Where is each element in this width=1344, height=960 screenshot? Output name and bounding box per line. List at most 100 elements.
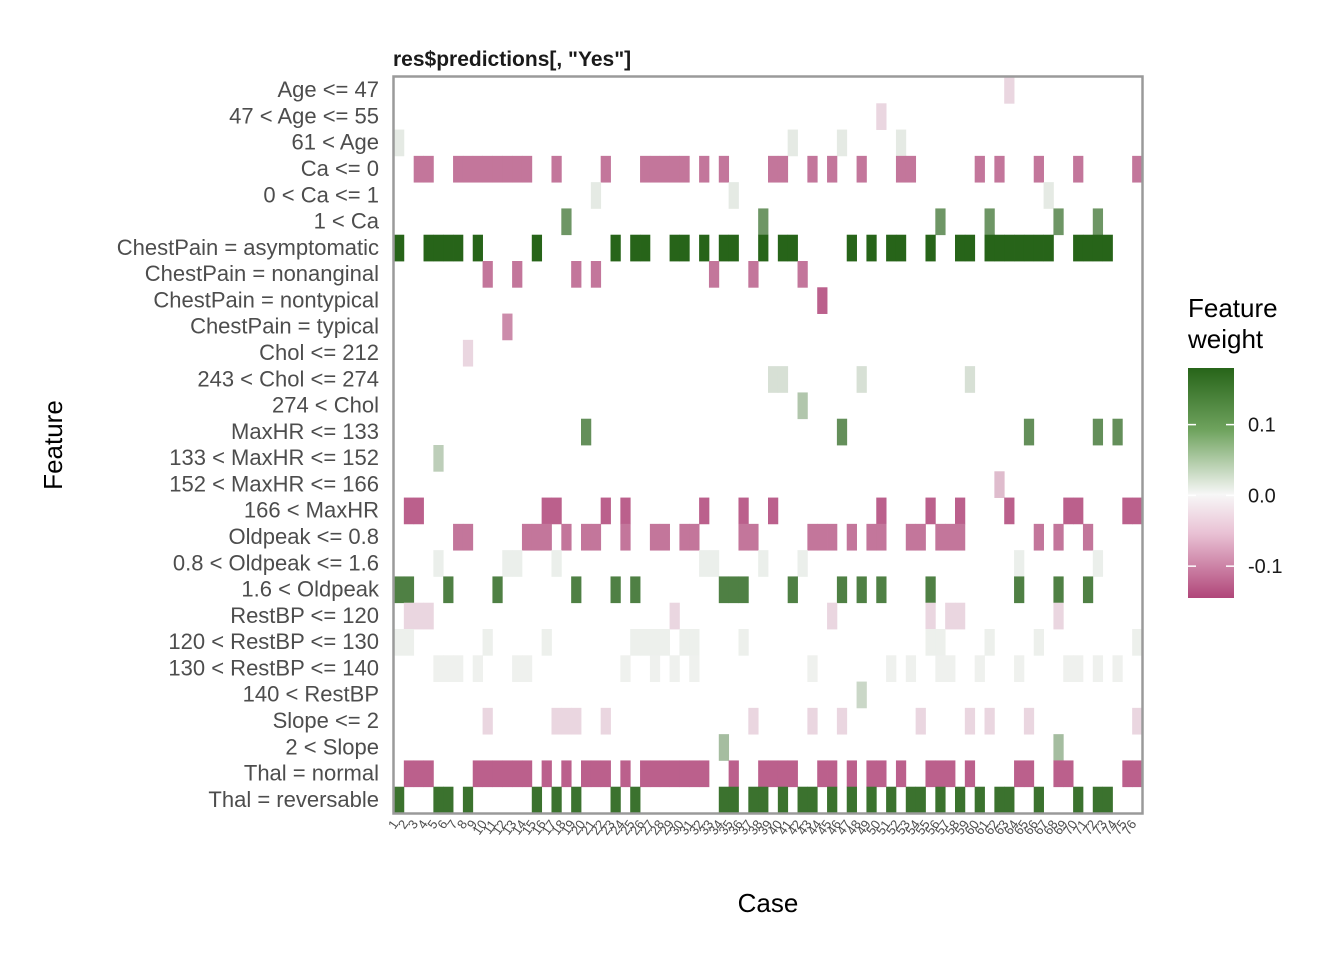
chart-title: res$predictions[, "Yes"] bbox=[393, 48, 631, 71]
heatmap-cell bbox=[433, 550, 444, 577]
heatmap-cell bbox=[1063, 760, 1074, 788]
heatmap-cell bbox=[403, 760, 415, 788]
heatmap-cell bbox=[1004, 497, 1015, 525]
heatmap-cell bbox=[630, 629, 641, 656]
x-tick-label: 74 bbox=[1099, 817, 1120, 837]
heatmap-cell bbox=[905, 155, 917, 183]
heatmap-cell bbox=[433, 655, 444, 682]
heatmap-cell bbox=[679, 234, 690, 262]
heatmap-cell bbox=[1063, 497, 1074, 525]
heatmap-cell bbox=[768, 497, 779, 525]
heatmap-cell bbox=[649, 629, 661, 656]
heatmap-cell bbox=[895, 760, 907, 788]
heatmap-cell bbox=[590, 760, 602, 788]
x-tick-label: 23 bbox=[597, 817, 618, 837]
heatmap-cell bbox=[768, 155, 779, 183]
heatmap-cell bbox=[649, 760, 661, 788]
heatmap-cell bbox=[708, 550, 720, 577]
heatmap-cell bbox=[1073, 234, 1084, 262]
heatmap-cell bbox=[836, 418, 848, 446]
heatmap-cell bbox=[718, 234, 730, 262]
heatmap-cell bbox=[590, 523, 602, 551]
heatmap-cell bbox=[482, 629, 493, 656]
heatmap-cell bbox=[620, 523, 631, 551]
x-tick-label: 26 bbox=[627, 817, 648, 837]
x-tick-label: 73 bbox=[1089, 817, 1110, 837]
y-tick-label: 130 < RestBP <= 140 bbox=[168, 655, 379, 680]
heatmap-cell bbox=[551, 707, 562, 735]
heatmap-cell bbox=[423, 760, 434, 788]
heatmap-cell bbox=[561, 208, 572, 236]
heatmap-cell bbox=[1092, 208, 1104, 236]
heatmap-cell bbox=[453, 234, 464, 262]
heatmap-cell bbox=[827, 786, 838, 814]
heatmap-cell bbox=[945, 602, 956, 630]
heatmap-cell bbox=[541, 497, 552, 525]
heatmap-cell bbox=[521, 655, 533, 682]
y-tick-label: 0 < Ca <= 1 bbox=[263, 182, 379, 207]
heatmap-cell bbox=[905, 523, 917, 551]
heatmap-cell bbox=[699, 234, 710, 262]
heatmap-cell bbox=[581, 523, 592, 551]
heatmap-cell bbox=[1004, 77, 1015, 104]
heatmap-cell bbox=[856, 681, 867, 709]
x-tick-label: 47 bbox=[834, 817, 855, 837]
heatmap-cell bbox=[492, 576, 503, 604]
heatmap-cell bbox=[787, 576, 798, 604]
heatmap-cell bbox=[462, 786, 474, 814]
heatmap-cell bbox=[669, 155, 680, 183]
heatmap-cell bbox=[669, 760, 680, 788]
heatmap-cell bbox=[1004, 234, 1015, 262]
heatmap-cell bbox=[403, 602, 415, 630]
heatmap-cell bbox=[561, 707, 572, 735]
x-tick-label: 67 bbox=[1030, 817, 1051, 837]
heatmap-cell bbox=[984, 629, 995, 656]
x-tick-label: 18 bbox=[548, 817, 569, 837]
heatmap-cell bbox=[521, 523, 533, 551]
heatmap-cell bbox=[994, 155, 1005, 183]
y-tick-label: Thal = reversable bbox=[208, 787, 379, 812]
heatmap-cell bbox=[689, 629, 700, 656]
heatmap-cell bbox=[394, 629, 405, 656]
panel-border bbox=[392, 75, 1144, 815]
x-tick-label: 50 bbox=[863, 817, 884, 837]
heatmap-cell bbox=[1073, 497, 1084, 525]
heatmap-cell bbox=[876, 103, 887, 130]
heatmap-cell bbox=[797, 550, 808, 577]
heatmap-cell bbox=[423, 155, 434, 183]
heatmap-cell bbox=[433, 234, 444, 262]
heatmap-cell bbox=[630, 786, 641, 814]
heatmap-cell bbox=[630, 576, 641, 604]
heatmap-cell bbox=[1053, 760, 1064, 788]
heatmap-cell bbox=[787, 760, 798, 788]
heatmap-cell bbox=[758, 786, 769, 814]
heatmap-cell bbox=[1092, 655, 1104, 682]
heatmap-cell bbox=[1014, 576, 1025, 604]
heatmap-cell bbox=[640, 155, 651, 183]
heatmap-cell bbox=[1112, 418, 1123, 446]
heatmap-cell bbox=[1112, 655, 1123, 682]
heatmap-cell bbox=[1033, 786, 1044, 814]
heatmap-cell bbox=[895, 129, 907, 157]
x-tick-label: 36 bbox=[725, 817, 746, 837]
heatmap-cell bbox=[512, 655, 523, 682]
heatmap-cell bbox=[984, 707, 995, 735]
legend-title-line-2: weight bbox=[1187, 324, 1264, 354]
y-tick-label: ChestPain = nonanginal bbox=[145, 261, 379, 286]
heatmap-cell bbox=[955, 234, 966, 262]
x-tick-label: 70 bbox=[1060, 817, 1081, 837]
heatmap-cell bbox=[443, 786, 454, 814]
heatmap-cells bbox=[394, 77, 1143, 814]
heatmap-cell bbox=[472, 234, 483, 262]
heatmap-cell bbox=[1132, 497, 1143, 525]
heatmap-cell bbox=[462, 155, 474, 183]
heatmap-cell bbox=[551, 497, 562, 525]
y-tick-label: 166 < MaxHR bbox=[244, 498, 379, 523]
heatmap-cell bbox=[876, 497, 887, 525]
y-tick-label: Age <= 47 bbox=[277, 77, 379, 102]
heatmap-cell bbox=[423, 602, 434, 630]
heatmap-cell bbox=[807, 155, 818, 183]
y-tick-label: ChestPain = asymptomatic bbox=[117, 235, 379, 260]
x-tick-label: 25 bbox=[617, 817, 638, 837]
heatmap-cell bbox=[551, 550, 562, 577]
